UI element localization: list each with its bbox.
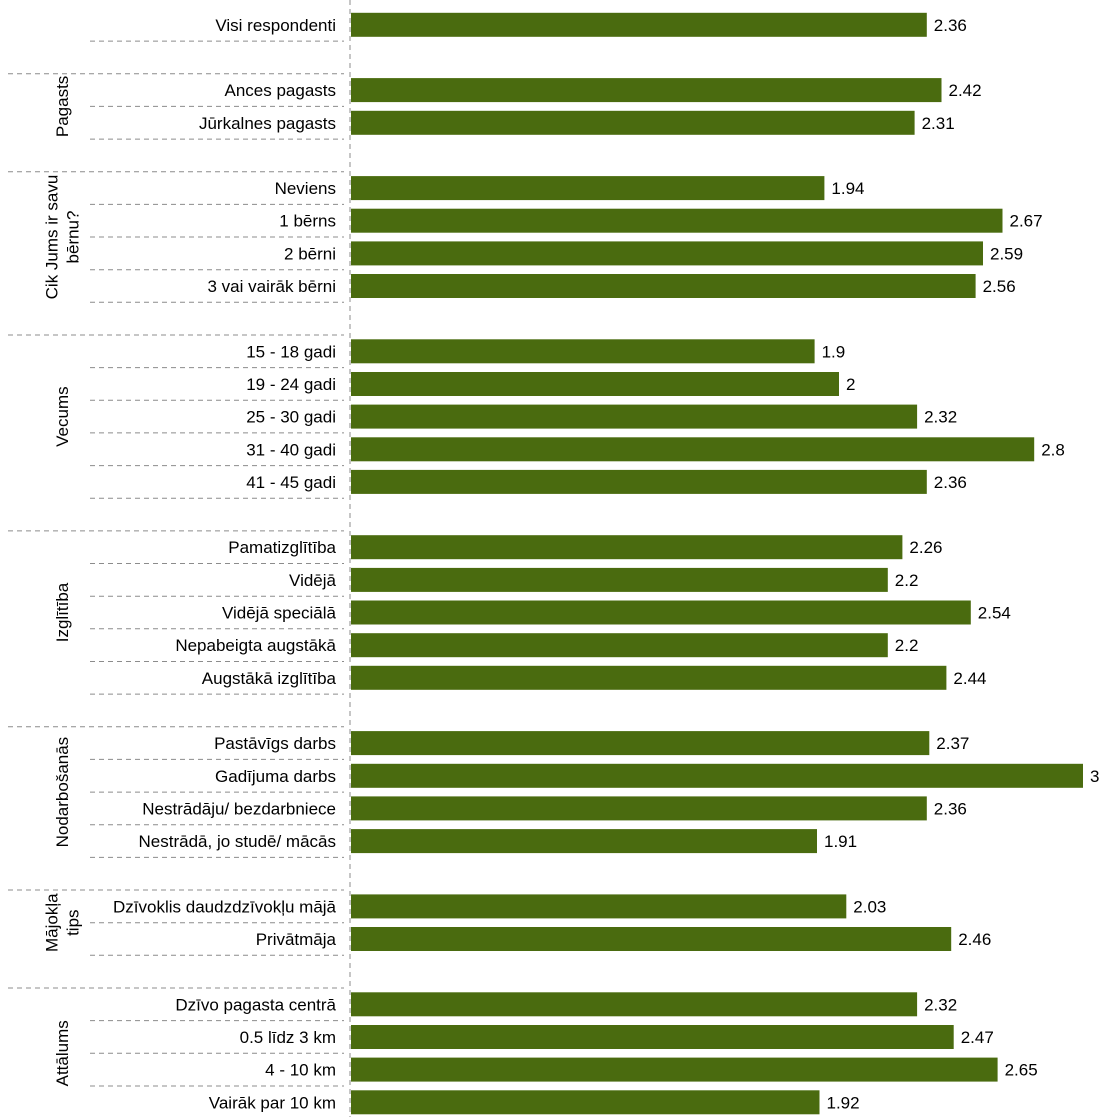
category-label: Nestrādāju/ bezdarbniece	[142, 799, 336, 818]
value-label: 1.91	[824, 832, 857, 851]
category-label: 25 - 30 gadi	[246, 408, 336, 427]
value-label: 3	[1090, 767, 1099, 786]
category-label: Augstākā izglītība	[202, 669, 337, 688]
bar	[351, 894, 847, 919]
bar	[351, 567, 888, 592]
bar	[351, 469, 927, 494]
value-label: 2.31	[922, 114, 955, 133]
value-label: 2.26	[909, 538, 942, 557]
bar	[351, 176, 825, 201]
category-label: Ances pagasts	[224, 81, 336, 100]
category-label: Vidējā speciālā	[222, 604, 337, 623]
bar	[351, 339, 815, 364]
value-label: 1.9	[822, 342, 846, 361]
value-label: 2.59	[990, 244, 1023, 263]
value-label: 2.56	[983, 277, 1016, 296]
value-label: 2.8	[1041, 440, 1065, 459]
value-label: 2.67	[1010, 212, 1043, 231]
category-label: Jūrkalnes pagasts	[199, 114, 336, 133]
value-label: 2.03	[853, 897, 886, 916]
category-label: 4 - 10 km	[265, 1061, 336, 1080]
category-label: Pamatizglītība	[228, 538, 336, 557]
bar	[351, 241, 983, 266]
bar	[351, 829, 817, 854]
category-label: 19 - 24 gadi	[246, 375, 336, 394]
bar	[351, 731, 930, 756]
category-label: Nepabeigta augstākā	[175, 636, 336, 655]
bar	[351, 404, 918, 429]
category-label: Privātmāja	[256, 930, 337, 949]
bar	[351, 274, 976, 298]
category-label: Neviens	[275, 179, 336, 198]
value-label: 2.42	[949, 81, 982, 100]
bar	[351, 372, 839, 396]
category-label: Nestrādā, jo studē/ mācās	[139, 832, 336, 851]
bar	[351, 1090, 820, 1115]
bar	[351, 12, 927, 37]
bar	[351, 110, 915, 135]
category-label: 41 - 45 gadi	[246, 473, 336, 492]
bar	[351, 600, 971, 625]
group-label: Nodarbošanās	[53, 737, 72, 848]
value-label: 2.54	[978, 604, 1011, 623]
value-label: 2.65	[1005, 1061, 1038, 1080]
value-label: 2.2	[895, 571, 919, 590]
category-label: Pastāvīgs darbs	[214, 734, 336, 753]
bar	[351, 633, 888, 658]
category-label: 0.5 līdz 3 km	[240, 1028, 336, 1047]
value-label: 2.36	[934, 799, 967, 818]
category-label: 1 bērns	[279, 212, 336, 231]
category-label: Gadījuma darbs	[215, 767, 336, 786]
category-label: 31 - 40 gadi	[246, 440, 336, 459]
bar	[351, 535, 903, 560]
value-label: 2.36	[934, 16, 967, 35]
group-label: Attālums	[53, 1020, 72, 1086]
value-label: 2	[846, 375, 855, 394]
bar	[351, 665, 947, 690]
category-label: Vairāk par 10 km	[209, 1093, 336, 1112]
value-label: 2.44	[953, 669, 986, 688]
value-label: 2.32	[924, 408, 957, 427]
bar	[351, 992, 918, 1017]
bar	[351, 796, 927, 821]
category-label: Visi respondenti	[215, 16, 336, 35]
value-label: 2.37	[936, 734, 969, 753]
bar	[351, 1057, 998, 1082]
value-label: 1.94	[831, 179, 864, 198]
category-label: 3 vai vairāk bērni	[207, 277, 336, 296]
category-label: Dzīvo pagasta centrā	[175, 995, 336, 1014]
value-label: 2.36	[934, 473, 967, 492]
group-label: Izglītība	[53, 582, 72, 642]
category-label: Dzīvoklis daudzdzīvokļu mājā	[113, 897, 337, 916]
group-label: Vecums	[53, 386, 72, 446]
bar	[351, 1025, 954, 1049]
category-label: Vidējā	[289, 571, 336, 590]
group-label: Mājokļa tips	[43, 893, 83, 952]
bar	[351, 208, 1003, 233]
value-label: 2.2	[895, 636, 919, 655]
group-label: Cik Jums ir savu bērnu?	[43, 175, 83, 300]
bar	[351, 763, 1083, 788]
value-label: 1.92	[827, 1093, 860, 1112]
category-label: 15 - 18 gadi	[246, 342, 336, 361]
value-label: 2.47	[961, 1028, 994, 1047]
bar	[351, 78, 942, 103]
bar	[351, 927, 952, 951]
value-label: 2.46	[958, 930, 991, 949]
category-label: 2 bērni	[284, 244, 336, 263]
bar	[351, 437, 1035, 462]
value-label: 2.32	[924, 995, 957, 1014]
group-label: Pagasts	[53, 76, 72, 137]
